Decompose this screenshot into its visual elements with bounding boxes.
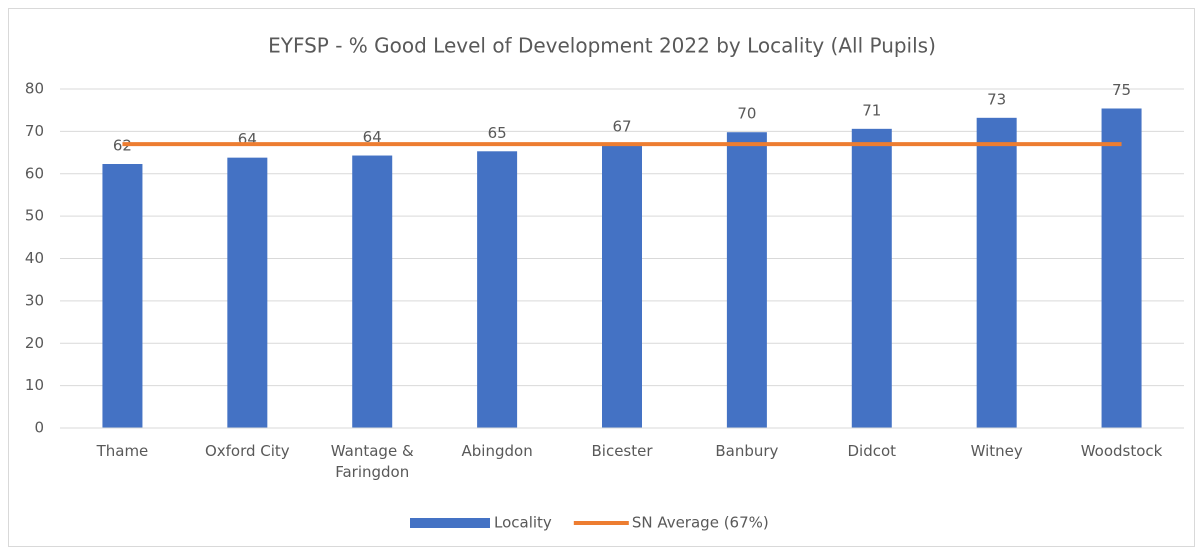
bar xyxy=(851,128,892,428)
x-tick-label: Woodstock xyxy=(1080,442,1163,460)
data-label: 70 xyxy=(737,105,756,123)
bar xyxy=(976,117,1017,428)
bar xyxy=(477,151,518,428)
legend-swatch xyxy=(410,518,490,528)
y-tick-label: 20 xyxy=(25,334,44,352)
x-tick-label: Oxford City xyxy=(204,442,290,460)
y-tick-label: 50 xyxy=(25,207,44,225)
data-label: 67 xyxy=(612,117,631,135)
data-label: 64 xyxy=(363,128,382,146)
bar xyxy=(227,157,268,428)
y-tick-label: 60 xyxy=(25,164,44,182)
y-tick-label: 10 xyxy=(25,376,44,394)
x-tick-label: Abingdon xyxy=(461,442,533,460)
data-label: 75 xyxy=(1112,81,1131,99)
data-label: 65 xyxy=(488,124,507,142)
legend-label: SN Average (67%) xyxy=(632,514,769,532)
data-label: 71 xyxy=(862,101,881,119)
y-tick-label: 30 xyxy=(25,291,44,309)
bar xyxy=(102,164,143,428)
x-tick-label: Bicester xyxy=(591,442,653,460)
x-tick-label: Thame xyxy=(96,442,149,460)
x-tick-label: Wantage & Faringdon xyxy=(330,442,414,481)
chart-title: EYFSP - % Good Level of Development 2022… xyxy=(268,34,936,58)
x-tick-label: Didcot xyxy=(847,442,897,460)
y-tick-label: 40 xyxy=(25,249,44,267)
bar xyxy=(726,132,767,428)
y-tick-label: 0 xyxy=(34,419,44,437)
bar xyxy=(1101,108,1142,429)
data-label: 73 xyxy=(987,90,1006,108)
bar xyxy=(352,155,393,428)
legend-label: Locality xyxy=(494,514,552,532)
x-tick-label: Banbury xyxy=(715,442,779,460)
y-tick-label: 80 xyxy=(25,80,44,98)
y-tick-label: 70 xyxy=(25,122,44,140)
x-tick-label: Witney xyxy=(970,442,1023,460)
bar xyxy=(602,144,642,428)
